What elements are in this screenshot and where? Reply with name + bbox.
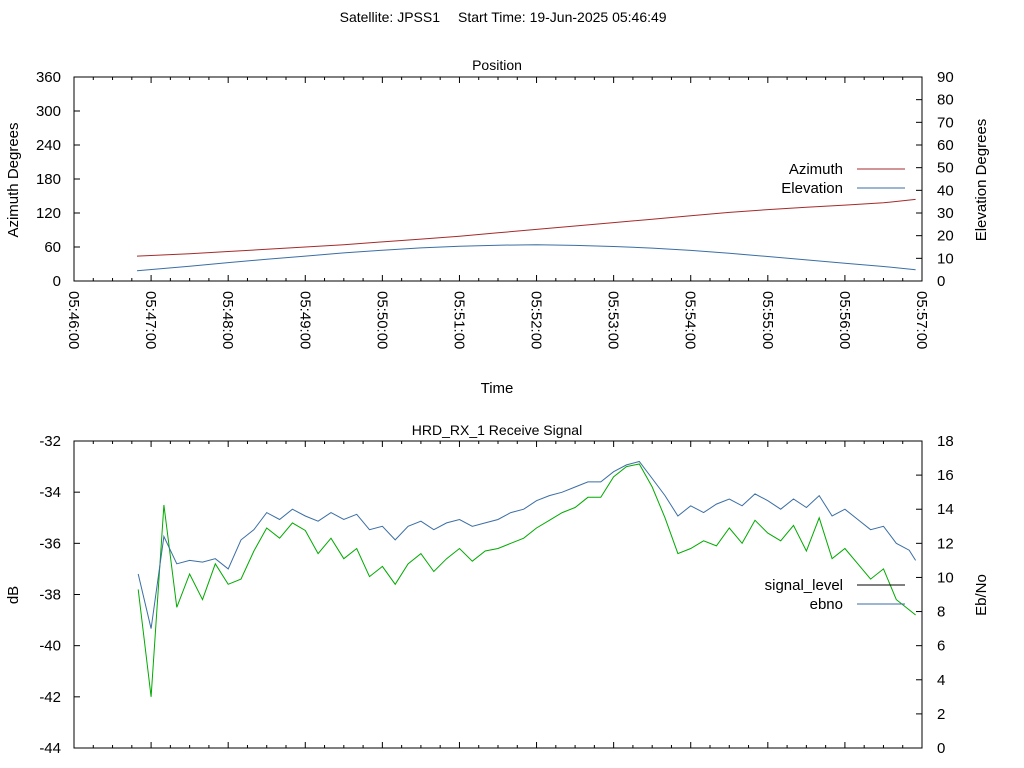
- y-tick-label: -40: [39, 638, 61, 655]
- legend-label: ebno: [810, 596, 843, 613]
- satellite-label: Satellite: JPSS1: [340, 9, 441, 25]
- y-tick-label: 360: [36, 69, 61, 86]
- y2-tick-label: 20: [937, 228, 954, 245]
- signal-axis-ticks: -44 -42 -40 -38 -36 -34 -32 0 2 4 6 8 10 12 14 16 18: [39, 433, 953, 757]
- x-tick-label: 05:55:00: [759, 291, 776, 349]
- y-tick-label: -42: [39, 689, 61, 706]
- ebno-axis-label: Eb/No: [973, 574, 990, 616]
- x-tick-label: 05:56:00: [836, 291, 853, 349]
- x-tick-label: 05:57:00: [913, 291, 930, 349]
- signal-series: [137, 460, 917, 697]
- y2-tick-label: 30: [937, 205, 954, 222]
- position-chart-title: Position: [472, 57, 522, 73]
- signal-chart-title: HRD_RX_1 Receive Signal: [412, 422, 582, 438]
- legend-label: signal_level: [765, 577, 843, 594]
- y2-tick-label: 40: [937, 182, 954, 199]
- x-tick-label: 05:48:00: [219, 291, 236, 349]
- legend-label: Azimuth: [789, 161, 843, 178]
- series-line-signal-level: [137, 463, 916, 697]
- y2-tick-label: 12: [937, 535, 954, 552]
- y2-tick-label: 80: [937, 92, 954, 109]
- y2-tick-label: 50: [937, 160, 954, 177]
- y-tick-label: 300: [36, 103, 61, 120]
- position-plot-frame: [73, 76, 923, 282]
- y-tick-label: 0: [53, 273, 61, 290]
- start-time-label: Start Time: 19-Jun-2025 05:46:49: [458, 9, 667, 25]
- y-tick-label: 180: [36, 171, 61, 188]
- y-tick-label: 240: [36, 137, 61, 154]
- x-tick-label: 05:54:00: [682, 291, 699, 349]
- elevation-axis-label: Elevation Degrees: [973, 119, 990, 242]
- x-tick-label: 05:46:00: [65, 291, 82, 349]
- x-tick-label: 05:53:00: [605, 291, 622, 349]
- y-tick-label: -34: [39, 484, 61, 501]
- signal-chart: HRD_RX_1 Receive Signal dB Eb/No -44-42-…: [5, 422, 990, 757]
- x-tick-label: 05:50:00: [373, 291, 390, 349]
- y2-tick-label: 70: [937, 114, 954, 131]
- y2-tick-label: 10: [937, 569, 954, 586]
- y2-tick-label: 6: [937, 638, 945, 655]
- y-tick-label: -32: [39, 433, 61, 450]
- y2-tick-label: 14: [937, 501, 954, 518]
- y-tick-label: -44: [39, 740, 61, 757]
- series-line-azimuth: [136, 198, 916, 257]
- x-tick-label: 05:47:00: [142, 291, 159, 349]
- legend-label: Elevation: [781, 180, 843, 197]
- y-tick-label: 120: [36, 205, 61, 222]
- series-line-elevation: [136, 244, 916, 272]
- y2-tick-label: 90: [937, 69, 954, 86]
- azimuth-axis-label: Azimuth Degrees: [5, 122, 22, 237]
- y-tick-label: -38: [39, 587, 61, 604]
- y-tick-label: -36: [39, 535, 61, 552]
- y2-tick-label: 18: [937, 433, 954, 450]
- y2-tick-label: 2: [937, 706, 945, 723]
- position-legend: Azimuth Elevation: [781, 161, 905, 197]
- x-tick-label: 05:49:00: [296, 291, 313, 349]
- signal-plot-frame: [73, 440, 923, 749]
- db-axis-label: dB: [5, 586, 22, 604]
- y2-tick-label: 8: [937, 604, 945, 621]
- position-series: [136, 198, 916, 272]
- series-line-ebno: [137, 460, 917, 629]
- y2-tick-label: 0: [937, 740, 945, 757]
- y-tick-label: 60: [44, 239, 61, 256]
- y2-tick-label: 10: [937, 250, 954, 267]
- y2-tick-label: 0: [937, 273, 945, 290]
- time-axis-label: Time: [481, 380, 514, 397]
- x-tick-label: 05:52:00: [528, 291, 545, 349]
- y2-tick-label: 60: [937, 137, 954, 154]
- position-axis-ticks: 0 60 120 180 240 300 360 0 10 20 30 40 50 60 70 80 90 05:…: [36, 69, 954, 349]
- x-tick-label: 05:51:00: [450, 291, 467, 349]
- y2-tick-label: 4: [937, 672, 945, 689]
- position-chart: Position Azimuth Degrees Elevation Degre…: [5, 57, 990, 397]
- y2-tick-label: 16: [937, 467, 954, 484]
